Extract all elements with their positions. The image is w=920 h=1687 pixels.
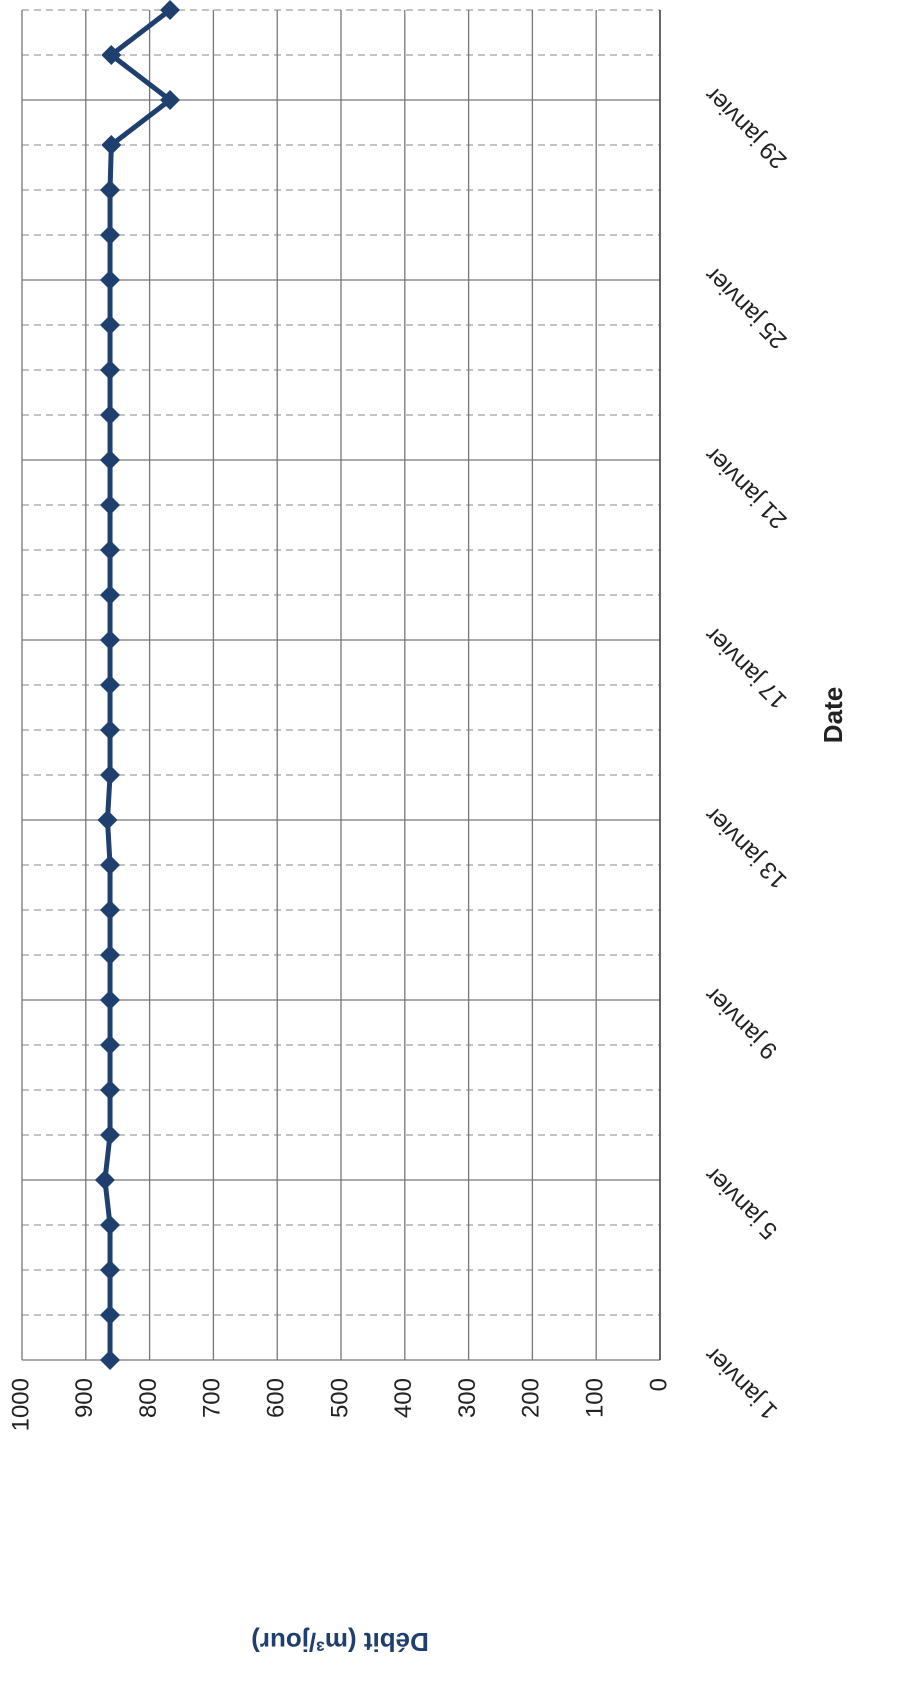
y-tick-label: 400 (390, 1378, 417, 1418)
y-tick-label: 900 (71, 1378, 98, 1418)
data-point (100, 315, 121, 335)
data-point (97, 810, 118, 830)
data-point (100, 405, 121, 425)
y-tick-label: 600 (263, 1378, 290, 1418)
y-axis-title: Débit (m³/jour) (251, 1627, 429, 1657)
data-point (100, 945, 121, 965)
data-point (100, 1260, 121, 1280)
data-point (100, 675, 121, 695)
data-point (100, 1305, 121, 1325)
data-point (100, 450, 121, 470)
rotated-chart: Débit (m³/jour) Date 1 janvier 5 janvier 9… (7, 0, 848, 1657)
data-point (100, 1080, 121, 1100)
y-tick-label: 0 (645, 1378, 672, 1391)
data-point (94, 1170, 115, 1190)
data-point (100, 1350, 121, 1370)
data-point (100, 180, 121, 200)
data-point (101, 45, 122, 65)
x-tick-label: 5 janvier (700, 1161, 783, 1244)
x-tick-label: 25 janvier (700, 261, 793, 354)
y-tick-label: 700 (199, 1378, 226, 1418)
data-point (100, 720, 121, 740)
x-tick-label: 17 janvier (700, 621, 793, 714)
data-point (100, 495, 121, 515)
data-point (100, 360, 121, 380)
x-tick-label: 1 janvier (700, 1341, 783, 1424)
y-tick-label: 1000 (7, 1378, 34, 1431)
data-point (100, 270, 121, 290)
y-tick-label: 300 (454, 1378, 481, 1418)
data-point (160, 90, 181, 110)
data-point (100, 630, 121, 650)
x-tick-label: 21 janvier (700, 441, 793, 534)
x-axis-title: Date (818, 687, 848, 743)
y-tick-label: 200 (518, 1378, 545, 1418)
data-point (100, 1035, 121, 1055)
data-point (100, 1215, 121, 1235)
y-tick-label: 500 (326, 1378, 353, 1418)
data-point (100, 990, 121, 1010)
data-point (100, 225, 121, 245)
data-point (100, 900, 121, 920)
x-tick-label: 13 janvier (700, 801, 793, 894)
y-tick-label: 800 (135, 1378, 162, 1418)
data-point (100, 585, 121, 605)
y-tick-label: 100 (582, 1378, 609, 1418)
data-point (100, 855, 121, 875)
data-point (100, 765, 121, 785)
x-tick-label: 29 janvier (700, 81, 793, 174)
data-point (160, 0, 181, 20)
data-point (101, 135, 122, 155)
x-tick-label: 9 janvier (700, 981, 783, 1064)
data-point (100, 540, 121, 560)
data-point (100, 1125, 121, 1145)
